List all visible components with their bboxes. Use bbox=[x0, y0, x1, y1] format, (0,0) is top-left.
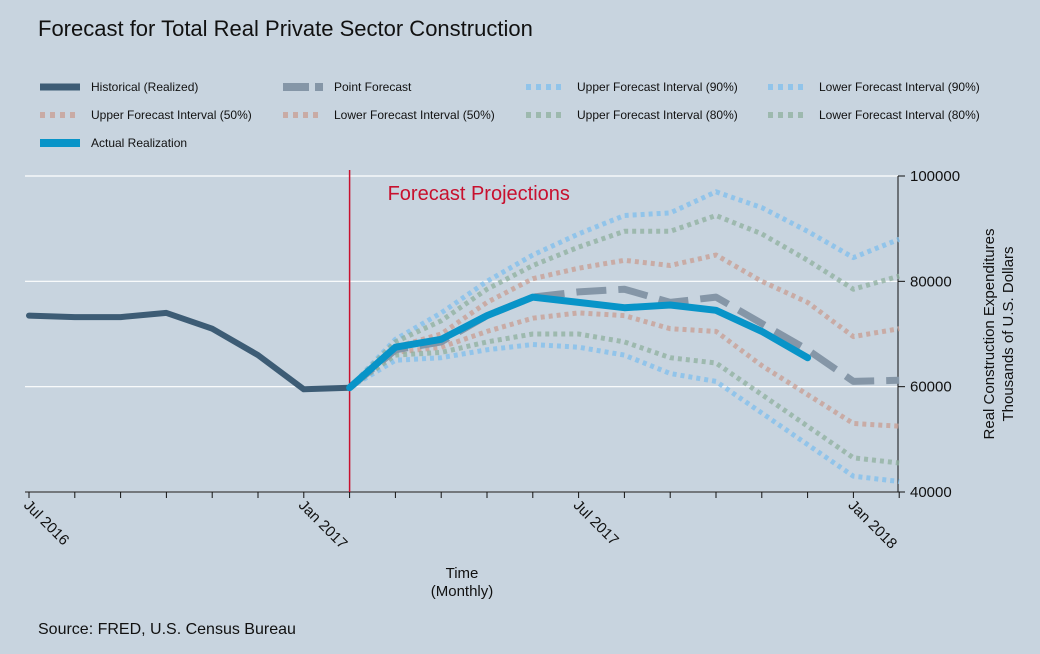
forecast-marker: Forecast Projections bbox=[348, 170, 570, 492]
x-tick-label-2016-07: Jul 2016 bbox=[20, 497, 72, 549]
y-tick-label-60000: 60000 bbox=[910, 379, 952, 396]
x-tick-label-2017-01: Jan 2017 bbox=[295, 497, 351, 553]
y-axis-title-line2: Thousands of U.S. Dollars bbox=[1000, 246, 1017, 421]
legend-label: Lower Forecast Interval (50%) bbox=[334, 108, 495, 122]
series-upper-forecast-interval-80 bbox=[347, 213, 900, 390]
series-layer bbox=[26, 189, 901, 484]
forecast-annotation: Forecast Projections bbox=[388, 183, 570, 205]
legend-item-upper-forecast-interval-50: Upper Forecast Interval (50%) bbox=[40, 108, 252, 122]
legend-label: Lower Forecast Interval (80%) bbox=[819, 108, 980, 122]
series-lower-forecast-interval-90 bbox=[348, 342, 900, 484]
y-tick-label-100000: 100000 bbox=[910, 168, 960, 185]
y-axis-title-line1: Real Construction Expenditures bbox=[981, 229, 998, 440]
legend-item-point-forecast: Point Forecast bbox=[283, 80, 412, 94]
x-axis-title: Time (Monthly) bbox=[431, 565, 494, 600]
legend-item-upper-forecast-interval-90: Upper Forecast Interval (90%) bbox=[526, 80, 738, 94]
x-tick-label-2018-01: Jan 2018 bbox=[845, 497, 901, 553]
legend-item-lower-forecast-interval-90: Lower Forecast Interval (90%) bbox=[768, 80, 980, 94]
legend-item-upper-forecast-interval-80: Upper Forecast Interval (80%) bbox=[526, 108, 738, 122]
legend-item-lower-forecast-interval-50: Lower Forecast Interval (50%) bbox=[283, 108, 495, 122]
legend: Historical (Realized) Point Forecast Upper… bbox=[40, 80, 980, 150]
legend-item-actual-realization: Actual Realization bbox=[40, 136, 187, 150]
legend-label: Actual Realization bbox=[91, 136, 187, 150]
legend-label: Upper Forecast Interval (90%) bbox=[577, 80, 738, 94]
legend-item-lower-forecast-interval-80: Lower Forecast Interval (80%) bbox=[768, 108, 980, 122]
series-historical-realized bbox=[26, 309, 353, 393]
x-axis: Jul 2016 Jan 2017 Jul 2017 Jan 2018 bbox=[20, 491, 901, 553]
y-tick-label-80000: 80000 bbox=[910, 273, 952, 290]
legend-label: Point Forecast bbox=[334, 80, 412, 94]
x-tick-label-2017-07: Jul 2017 bbox=[570, 497, 622, 549]
y-axis-title: Real Construction Expenditures Thousands… bbox=[981, 229, 1017, 440]
legend-label: Historical (Realized) bbox=[91, 80, 198, 94]
legend-label: Lower Forecast Interval (90%) bbox=[819, 80, 980, 94]
x-axis-title-line1: Time bbox=[446, 565, 479, 582]
y-tick-label-40000: 40000 bbox=[910, 484, 952, 501]
series-upper-forecast-interval-50 bbox=[347, 252, 900, 390]
series-actual-realization bbox=[346, 293, 812, 392]
source-note: Source: FRED, U.S. Census Bureau bbox=[38, 621, 296, 638]
series-lower-forecast-interval-50 bbox=[348, 310, 900, 429]
y-axis: 40000 60000 80000 100000 bbox=[897, 168, 960, 501]
legend-item-historical-realized: Historical (Realized) bbox=[40, 80, 198, 94]
x-axis-title-line2: (Monthly) bbox=[431, 583, 494, 600]
chart-title: Forecast for Total Real Private Sector C… bbox=[38, 16, 533, 41]
legend-label: Upper Forecast Interval (50%) bbox=[91, 108, 252, 122]
legend-label: Upper Forecast Interval (80%) bbox=[577, 108, 738, 122]
